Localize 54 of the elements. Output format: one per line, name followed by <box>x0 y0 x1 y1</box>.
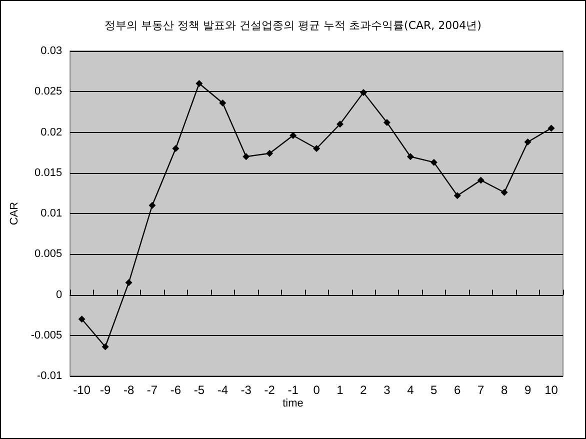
x-tick-label: 1 <box>336 383 344 397</box>
x-tick-label: 9 <box>524 383 532 397</box>
point <box>500 188 508 196</box>
point <box>290 132 297 139</box>
y-tick-label: -0.005 <box>30 329 62 342</box>
chart-title: 정부의 부동산 정책 발표와 건설업종의 평균 누적 초과수익률(CAR, 2004년) <box>104 19 482 32</box>
point <box>477 176 484 184</box>
point <box>172 145 180 152</box>
x-tick-label: 5 <box>430 383 438 397</box>
x-tick-label: 3 <box>384 383 391 397</box>
x-tick-label: -3 <box>240 383 252 397</box>
point <box>102 343 109 350</box>
x-tick-label: -9 <box>100 383 111 397</box>
point <box>383 119 390 126</box>
point <box>360 88 367 96</box>
x-tick-label: -7 <box>146 383 158 397</box>
point <box>242 153 250 160</box>
y-tick-label: 0.015 <box>34 166 62 179</box>
x-tick-label: -5 <box>194 383 205 397</box>
point <box>454 192 461 200</box>
y-axis-title: CAR <box>8 202 20 226</box>
x-tick-label: 2 <box>360 383 368 397</box>
point <box>148 202 156 209</box>
y-tick-label: 0.03 <box>40 45 62 57</box>
y-tick-label: 0.005 <box>34 248 62 260</box>
x-tick-label: -8 <box>123 383 134 397</box>
x-tick-label: -2 <box>264 383 276 397</box>
x-tick-label: 7 <box>478 383 485 397</box>
x-axis-title: time <box>282 398 304 410</box>
point <box>266 150 274 157</box>
point <box>196 80 203 87</box>
x-tick-label: 0 <box>313 383 320 397</box>
x-tick-label: 8 <box>500 383 508 397</box>
x-tick-label: 6 <box>454 383 462 397</box>
point <box>336 120 344 128</box>
x-tick-label: -10 <box>73 383 91 397</box>
y-tick-label: 0.025 <box>34 86 62 98</box>
x-tick-label: 10 <box>544 383 558 397</box>
y-tick-label: -0.01 <box>37 370 62 382</box>
point <box>524 138 532 146</box>
point <box>78 316 86 323</box>
y-tick-label: 0.01 <box>40 208 62 220</box>
point <box>219 100 226 106</box>
x-tick-label: -4 <box>217 383 228 397</box>
point <box>430 158 438 166</box>
point <box>406 153 414 160</box>
point <box>125 279 132 286</box>
x-tick-label: -6 <box>170 383 182 397</box>
x-tick-label: -1 <box>288 383 299 397</box>
y-tick-label: 0.02 <box>40 126 62 138</box>
y-tick-label: 0 <box>56 288 62 301</box>
x-tick-label: 4 <box>407 383 414 397</box>
point <box>313 145 320 152</box>
point <box>548 124 555 132</box>
